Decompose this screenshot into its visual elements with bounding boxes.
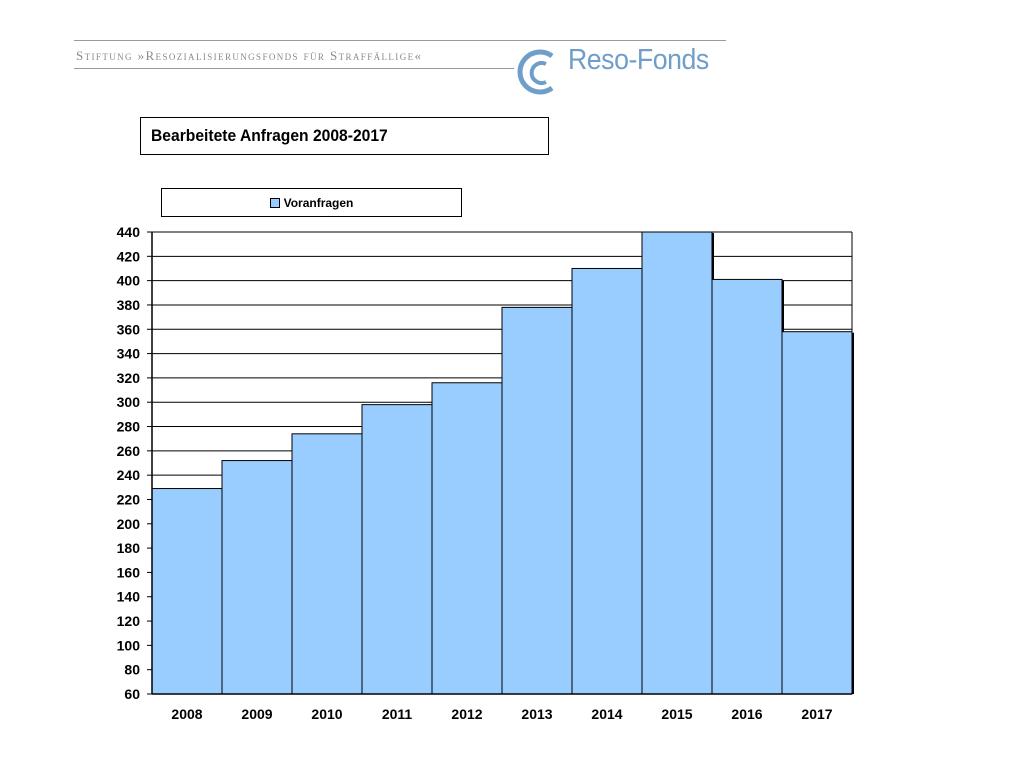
y-tick-label: 240 <box>117 467 141 483</box>
axis-layer <box>147 231 853 695</box>
y-tick-label: 200 <box>117 516 141 532</box>
bar-2012 <box>431 382 503 695</box>
header-rule-bottom <box>74 68 514 69</box>
header-rule-top <box>74 40 726 41</box>
y-tick-labels: 60 80 100 120 140 160 180 200 220 240 260 280 300 320… <box>117 224 141 702</box>
logo-text: Reso-Fonds <box>568 44 709 76</box>
x-tick-label: 2011 <box>382 706 413 722</box>
y-tick-label: 140 <box>117 589 141 605</box>
x-tick-label: 2014 <box>591 706 622 722</box>
x-tick-label: 2015 <box>661 706 692 722</box>
header: Stiftung »Resozialisierungsfonds für Str… <box>74 36 726 98</box>
chart-title: Bearbeitete Anfragen 2008-2017 <box>151 126 388 145</box>
y-tick-label: 300 <box>117 394 141 410</box>
y-tick-label: 420 <box>117 248 141 264</box>
y-tick-label: 320 <box>117 370 141 386</box>
y-tick-label: 360 <box>117 321 141 337</box>
y-tick-label: 80 <box>124 662 140 678</box>
bars-layer <box>151 231 854 695</box>
bar-2015 <box>641 231 713 695</box>
bar-2010 <box>291 433 363 695</box>
y-tick-label: 180 <box>117 540 141 556</box>
legend-swatch <box>269 197 280 208</box>
x-tick-label: 2012 <box>451 706 482 722</box>
bar-2017 <box>781 331 853 695</box>
y-tick-label: 440 <box>117 224 141 240</box>
bar-2013 <box>501 306 573 695</box>
logo-mark-icon <box>517 49 554 95</box>
y-tick-label: 340 <box>117 346 141 362</box>
y-tick-label: 60 <box>124 686 140 702</box>
bar-2016 <box>711 278 783 695</box>
y-tick-label: 160 <box>117 564 141 580</box>
y-tick-label: 280 <box>117 419 141 435</box>
legend: Voranfragen <box>161 188 462 217</box>
bar-2009 <box>221 460 293 695</box>
x-tick-label: 2008 <box>171 706 202 722</box>
foundation-name: Stiftung »Resozialisierungsfonds für Str… <box>76 48 423 63</box>
legend-label: Voranfragen <box>283 195 354 210</box>
x-tick-label: 2010 <box>311 706 342 722</box>
y-tick-label: 120 <box>117 613 141 629</box>
x-tick-label: 2016 <box>731 706 762 722</box>
y-tick-label: 220 <box>117 491 141 507</box>
chart-title-box: Bearbeitete Anfragen 2008-2017 <box>140 117 549 155</box>
bar-2014 <box>571 267 643 695</box>
x-tick-labels: 2008 2009 2010 2011 2012 2013 2014 2015 2016 2017 <box>171 706 832 722</box>
y-tick-label: 100 <box>117 637 141 653</box>
x-tick-label: 2017 <box>801 706 832 722</box>
bar-2008 <box>151 488 223 695</box>
bar-2011 <box>361 404 433 695</box>
x-tick-label: 2013 <box>521 706 552 722</box>
y-tick-label: 380 <box>117 297 141 313</box>
y-tick-label: 260 <box>117 443 141 459</box>
y-tick-label: 400 <box>117 273 141 289</box>
x-tick-label: 2009 <box>241 706 272 722</box>
